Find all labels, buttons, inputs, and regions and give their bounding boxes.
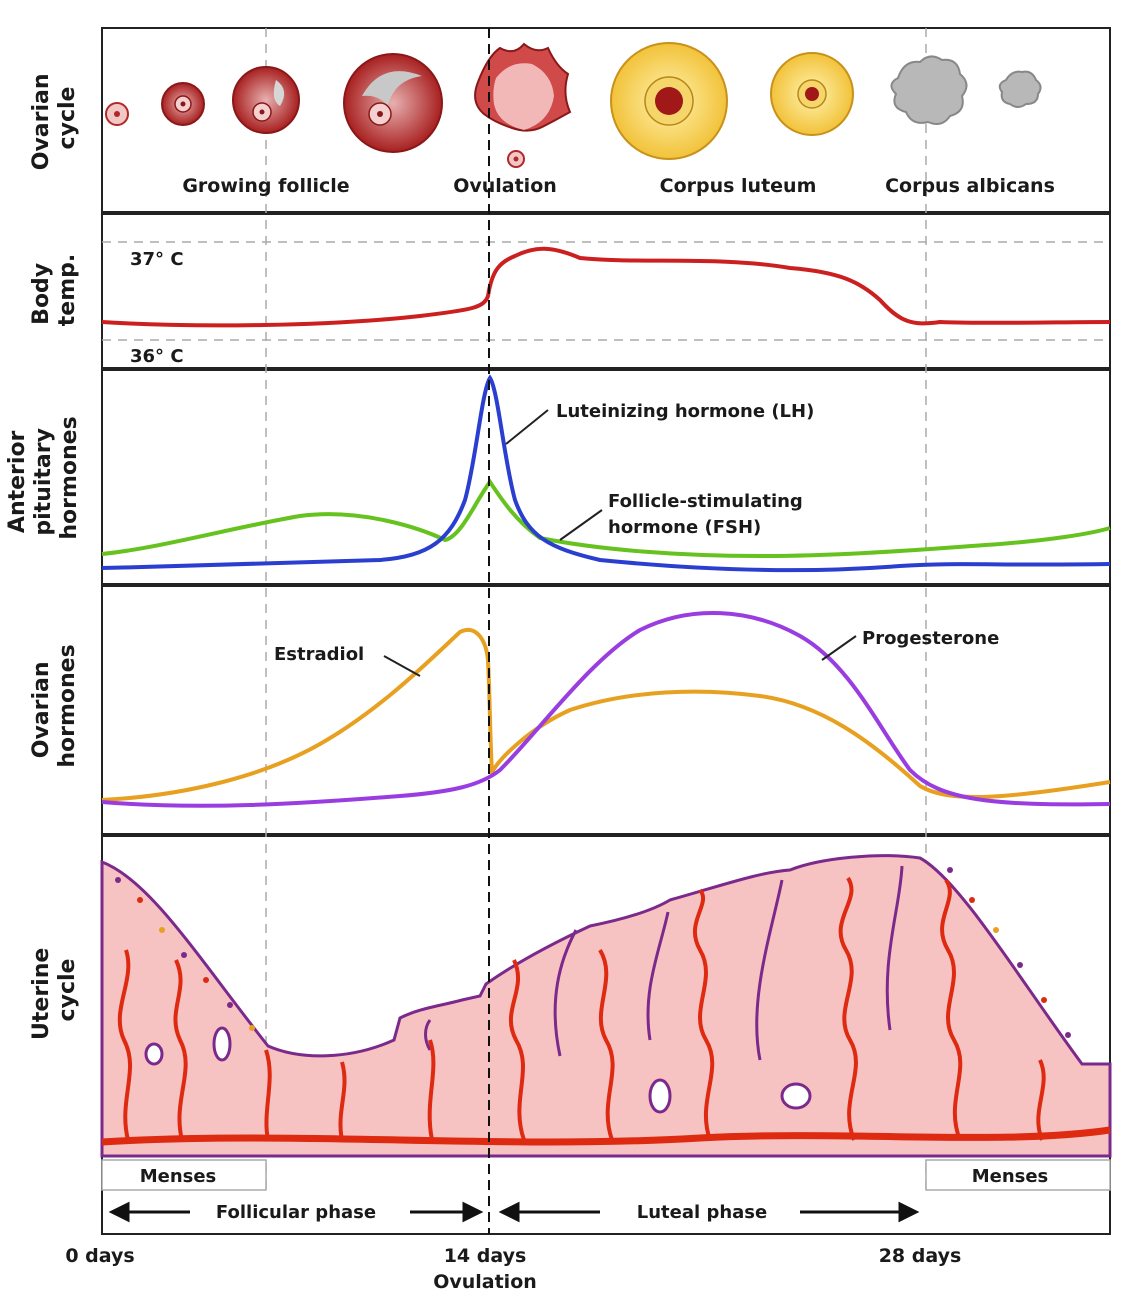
menses-box-left xyxy=(101,1159,267,1191)
corpus-luteum-small xyxy=(770,52,854,136)
artery-7 xyxy=(598,948,615,1141)
ovarian-cycle-panel xyxy=(101,27,1111,213)
timeline-end-label: 28 days xyxy=(879,1245,962,1267)
menses-right-label: Menses xyxy=(972,1166,1049,1187)
artery-8 xyxy=(693,888,715,1141)
estradiol-leader-line xyxy=(383,655,421,677)
progesterone-label: Progesterone xyxy=(862,628,999,649)
timeline-ovulation-label: Ovulation xyxy=(433,1271,537,1293)
label-ovulation: Ovulation xyxy=(453,175,557,197)
follicular-phase-label: Follicular phase xyxy=(216,1202,376,1223)
label-growing-follicle: Growing follicle xyxy=(182,175,349,197)
side-labels: Ovarian cycle Body temp. Anterior pituit… xyxy=(5,66,82,1040)
side-label-pituitary: Anterior pituitary hormones xyxy=(5,416,82,539)
gland-1 xyxy=(553,929,578,1057)
follicular-arrow-right-head xyxy=(462,1201,484,1223)
label-corpus-albicans: Corpus albicans xyxy=(885,175,1055,197)
side-label-ovarian-cycle: Ovarian cycle xyxy=(29,66,80,170)
ovarian-illustrations xyxy=(105,42,1042,168)
gland-cavity-3 xyxy=(212,1026,232,1062)
artery-9 xyxy=(838,876,858,1141)
corpus-luteum-large xyxy=(610,42,728,160)
timeline-mid-label: 14 days xyxy=(444,1245,527,1267)
estradiol-curve xyxy=(101,628,1111,802)
phase-arrows xyxy=(108,1201,920,1223)
lh-label: Luteinizing hormone (LH) xyxy=(556,401,814,422)
artery-2 xyxy=(173,959,188,1141)
artery-1 xyxy=(117,949,133,1141)
luteal-arrow-left-head xyxy=(498,1201,520,1223)
lh-leader-line xyxy=(505,409,549,445)
follicular-arrow-left-head xyxy=(108,1201,130,1223)
gland-3 xyxy=(755,879,784,1061)
gland-4 xyxy=(885,865,904,1031)
corpus-albicans-large xyxy=(890,55,968,125)
endometrium-illustration xyxy=(100,854,1112,1158)
mature-follicle xyxy=(343,53,443,153)
ovulating-follicle xyxy=(474,42,572,168)
artery-6 xyxy=(508,959,526,1141)
lh-curve xyxy=(101,374,1111,573)
gland-cavity-4 xyxy=(144,1042,164,1066)
gland-cavity-2 xyxy=(780,1082,812,1110)
ovarian-hormones-panel xyxy=(101,585,1111,835)
artery-4 xyxy=(338,1061,347,1141)
progesterone-leader-line xyxy=(821,635,857,661)
primordial-follicle xyxy=(105,102,129,126)
estradiol-label: Estradiol xyxy=(274,644,364,665)
artery-5 xyxy=(427,1039,436,1141)
label-corpus-luteum: Corpus luteum xyxy=(660,175,817,197)
pituitary-panel xyxy=(101,369,1111,585)
fsh-label: Follicle-stimulating hormone (FSH) xyxy=(608,491,809,538)
artery-11 xyxy=(1036,1059,1046,1141)
ovarian-stage-labels: Growing follicle Ovulation Corpus luteum… xyxy=(182,175,1055,197)
side-label-body-temp: Body temp. xyxy=(29,254,80,326)
side-label-ovarian-hormones: Ovarian hormones xyxy=(29,644,80,767)
endometrium-tissue xyxy=(100,854,1112,1158)
fsh-curve xyxy=(101,478,1111,559)
body-temp-curve xyxy=(101,246,1111,328)
luteal-arrow-right-head xyxy=(898,1201,920,1223)
corpus-albicans-small xyxy=(998,70,1042,108)
secondary-follicle xyxy=(232,66,300,134)
artery-10 xyxy=(940,878,963,1141)
temp-36-label: 36° C xyxy=(130,346,184,367)
luteal-phase-label: Luteal phase xyxy=(637,1202,767,1223)
body-temp-panel xyxy=(101,213,1111,369)
fsh-leader-line xyxy=(559,509,603,541)
artery-3 xyxy=(264,1049,272,1141)
menses-box-right xyxy=(925,1159,1111,1191)
gland-2 xyxy=(646,911,670,1041)
menses-left-label: Menses xyxy=(140,1166,217,1187)
spiral-arteries xyxy=(117,876,1046,1141)
temp-37-label: 37° C xyxy=(130,249,184,270)
progesterone-curve xyxy=(101,611,1111,808)
basal-vessel xyxy=(101,1126,1111,1146)
primary-follicle xyxy=(161,82,205,126)
timeline-start-label: 0 days xyxy=(65,1245,134,1267)
gland-5 xyxy=(424,1019,432,1051)
menses-debris xyxy=(115,867,1071,1038)
side-label-uterine-cycle: Uterine cycle xyxy=(29,940,80,1040)
gland-cavity-1 xyxy=(648,1078,672,1114)
